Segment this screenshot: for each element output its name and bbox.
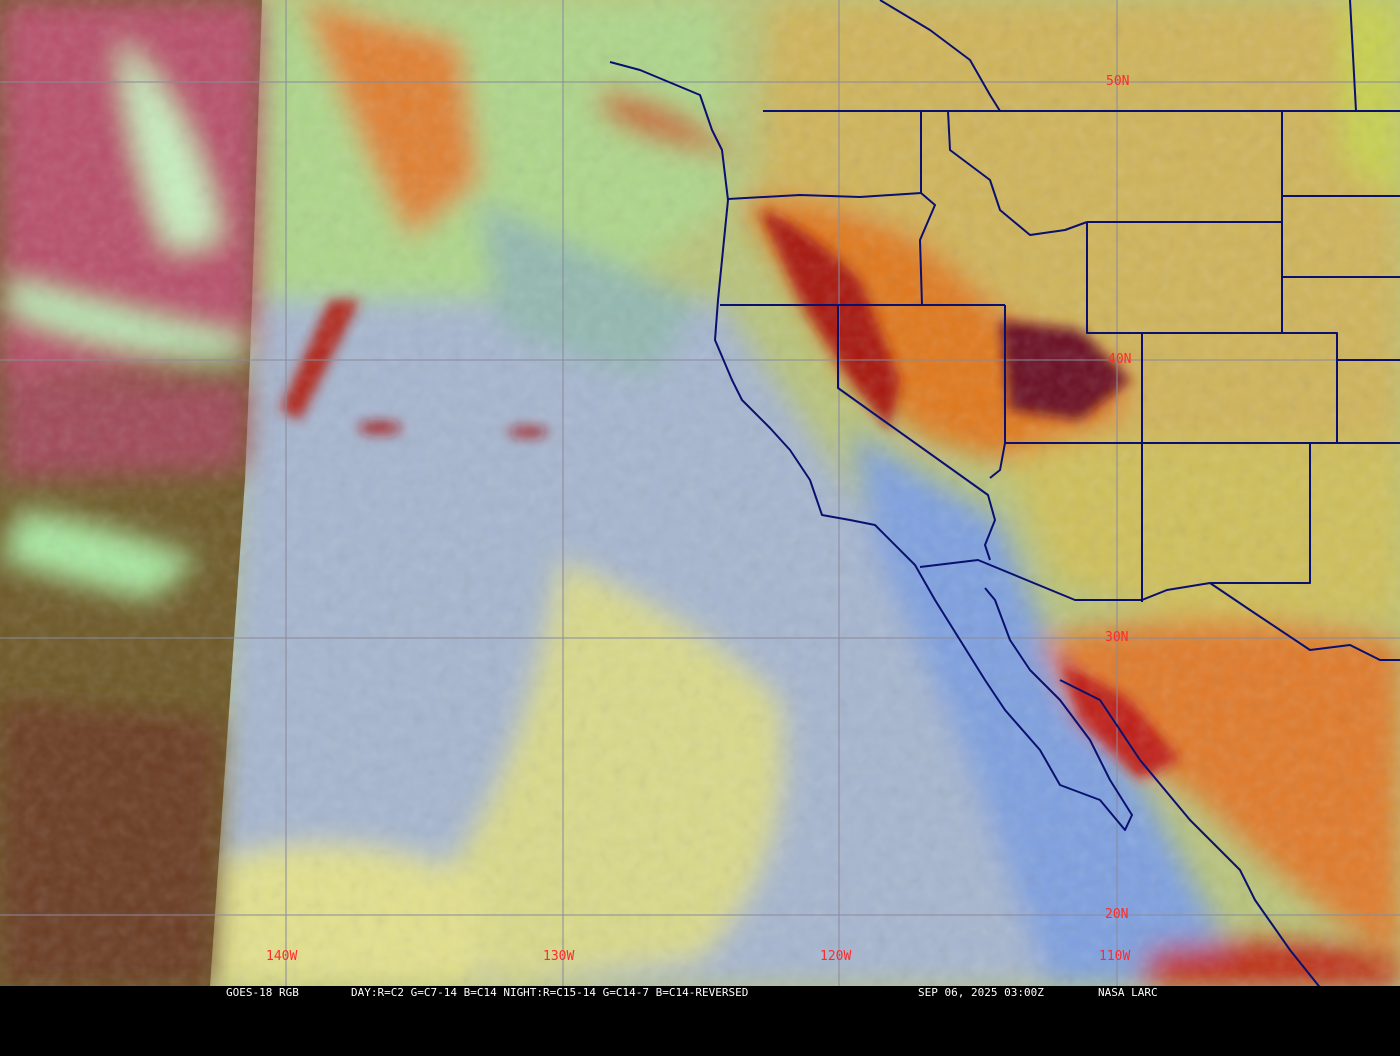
canada-prov-border [879, 0, 1001, 112]
lon-label-120w: 120W [820, 949, 851, 964]
lon-label-140w: 140W [266, 949, 297, 964]
idaho-montana-border [947, 110, 1088, 236]
utah-border [1086, 222, 1143, 602]
wa-or-border [727, 192, 922, 200]
caption-credit: NASA LARC [1098, 986, 1158, 999]
lat-lon-grid [0, 0, 1400, 986]
nm-border [1210, 443, 1311, 584]
lat-label-30n: 30N [1105, 630, 1128, 645]
ca-nv-border [837, 305, 996, 561]
lon-label-110w: 110W [1099, 949, 1130, 964]
gulf-coast [1059, 679, 1331, 1000]
idaho-west-border [919, 111, 936, 306]
coastline [609, 61, 1133, 831]
political-borders [609, 0, 1400, 1000]
grid-labels: 50N 40N 30N 20N 140W 130W 120W 110W [266, 74, 1131, 964]
lon-label-130w: 130W [543, 949, 574, 964]
caption-timestamp: SEP 06, 2025 03:00Z [918, 986, 1044, 999]
lat-label-40n: 40N [1108, 352, 1131, 367]
lat-label-50n: 50N [1106, 74, 1129, 89]
imagery [0, 0, 1400, 986]
caption-bar: GOES-18 RGB DAY:R=C2 G=C7-14 B=C14 NIGHT… [0, 986, 1400, 1000]
satellite-map: 50N 40N 30N 20N 140W 130W 120W 110W [0, 0, 1400, 1000]
caption-product: GOES-18 RGB [226, 986, 299, 999]
colorado-border [1142, 332, 1338, 443]
canada-prov-border-east [1349, 0, 1357, 112]
mexico-border [919, 559, 1400, 661]
nv-east-border [989, 305, 1006, 479]
caption-recipe: DAY:R=C2 G=C7-14 B=C14 NIGHT:R=C15-14 G=… [351, 986, 749, 999]
lat-label-20n: 20N [1105, 907, 1128, 922]
